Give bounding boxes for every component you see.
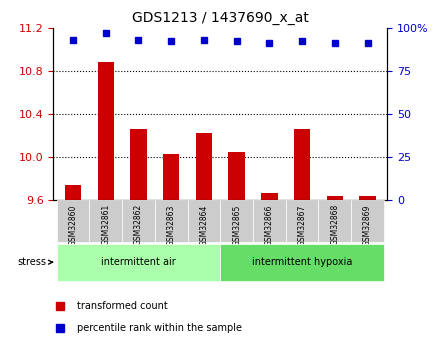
Text: GSM32867: GSM32867 xyxy=(298,204,307,246)
Text: GSM32861: GSM32861 xyxy=(101,204,110,246)
FancyBboxPatch shape xyxy=(89,200,122,242)
FancyBboxPatch shape xyxy=(187,200,220,242)
FancyBboxPatch shape xyxy=(57,200,89,242)
Bar xyxy=(97,62,114,200)
Text: intermittent air: intermittent air xyxy=(101,257,176,267)
Bar xyxy=(327,196,343,200)
Bar xyxy=(294,129,310,200)
FancyBboxPatch shape xyxy=(253,200,286,242)
Text: GSM32864: GSM32864 xyxy=(199,204,208,246)
Title: GDS1213 / 1437690_x_at: GDS1213 / 1437690_x_at xyxy=(132,11,309,25)
Text: GSM32868: GSM32868 xyxy=(330,204,339,246)
Text: GSM32869: GSM32869 xyxy=(363,204,372,246)
Bar xyxy=(196,133,212,200)
Text: percentile rank within the sample: percentile rank within the sample xyxy=(77,323,242,333)
Bar xyxy=(360,196,376,200)
Text: stress: stress xyxy=(17,257,53,267)
FancyBboxPatch shape xyxy=(122,200,155,242)
Text: transformed count: transformed count xyxy=(77,301,167,310)
Text: GSM32865: GSM32865 xyxy=(232,204,241,246)
Bar xyxy=(261,193,278,200)
Text: intermittent hypoxia: intermittent hypoxia xyxy=(252,257,352,267)
Text: GSM32860: GSM32860 xyxy=(69,204,77,246)
FancyBboxPatch shape xyxy=(220,200,253,242)
FancyBboxPatch shape xyxy=(220,244,384,281)
FancyBboxPatch shape xyxy=(286,200,319,242)
Bar xyxy=(65,185,81,200)
FancyBboxPatch shape xyxy=(57,244,220,281)
FancyBboxPatch shape xyxy=(319,200,351,242)
FancyBboxPatch shape xyxy=(155,200,187,242)
Text: GSM32863: GSM32863 xyxy=(167,204,176,246)
Bar xyxy=(228,151,245,200)
Text: GSM32862: GSM32862 xyxy=(134,204,143,246)
Bar xyxy=(163,154,179,200)
FancyBboxPatch shape xyxy=(351,200,384,242)
Text: GSM32866: GSM32866 xyxy=(265,204,274,246)
Bar xyxy=(130,129,147,200)
